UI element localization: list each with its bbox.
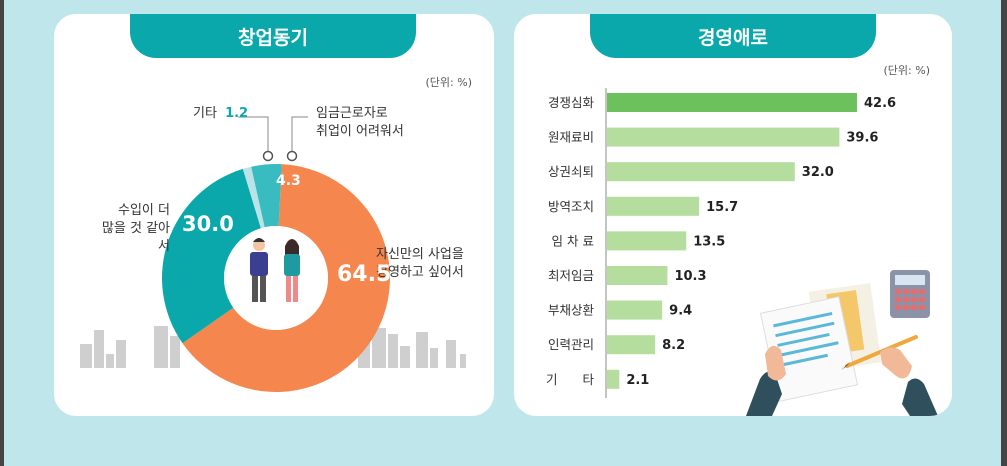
window-edge-left: [0, 0, 4, 466]
bar: [607, 266, 668, 285]
label-leader-lines: [238, 116, 308, 162]
bar: [607, 93, 857, 112]
bar-category-label: 기 타: [546, 372, 595, 387]
bar: [607, 231, 687, 251]
bar-category-label: 부채상환: [548, 303, 595, 318]
slice-more-income: [161, 168, 261, 344]
city-skyline-illustration: [80, 326, 466, 368]
bar: [607, 196, 700, 216]
bar-category-label: 상권쇠퇴: [548, 164, 594, 179]
difficulties-unit: (단위: %): [883, 64, 930, 77]
slice-value-employment: 4.3: [276, 173, 301, 189]
slice-label-own-business: 자신만의 사업을 경영하고 싶어서: [376, 247, 464, 280]
document-icon: [759, 283, 882, 402]
slice-value-more-income: 30.0: [182, 212, 234, 236]
bar-value-label: 13.5: [693, 234, 725, 249]
slice-own-business: [182, 164, 390, 393]
leader-other: [238, 116, 269, 156]
bar-value-label: 42.6: [864, 96, 896, 111]
bar-value-label: 2.1: [626, 373, 649, 388]
slice-value-other: 1.2: [225, 106, 249, 121]
slice-label-more-income: 수입이 더 많을 것 같아서: [101, 203, 170, 254]
calculator-icon: [890, 270, 930, 318]
hands-illustration: [746, 345, 938, 416]
slice-label-employment: 임금근로자로 취업이 어려워서: [316, 106, 404, 139]
bar-category-label: 최저임금: [548, 268, 594, 283]
bar: [607, 300, 663, 320]
bar-value-label: 39.6: [846, 131, 878, 146]
bar-category-label: 인력관리: [548, 337, 594, 352]
bar: [607, 369, 620, 389]
motivation-panel: 창업동기 (단위: %) 자신만의 사업을 경영하고 싶어서 수입이 더 많을 …: [54, 14, 494, 416]
bar-value-label: 10.3: [674, 269, 706, 284]
window-edge-right: [1001, 0, 1007, 466]
donut-chart: [80, 116, 466, 393]
bar-value-label: 15.7: [706, 200, 738, 215]
bar-value-label: 32.0: [802, 165, 834, 180]
paperwork-illustration: 경쟁심화 42.6 원재료비 39.6 상권쇠퇴 32.0 방역조치 15.7 임 차 료 13.…: [546, 88, 938, 416]
bar-category-label: 원재료비: [548, 130, 594, 145]
slice-employment: [251, 164, 282, 228]
leader-dot-employment: [286, 150, 298, 162]
slice-other: [242, 166, 265, 229]
motivation-unit: (단위: %): [425, 76, 472, 89]
people-illustration: [250, 238, 300, 302]
bar-value-label: 8.2: [662, 338, 685, 353]
bar: [607, 335, 656, 355]
bar-value-label: 9.4: [669, 304, 692, 319]
motivation-title: 창업동기: [130, 14, 416, 58]
leader-dot-other: [262, 150, 274, 162]
bar-category-label: 방역조치: [548, 199, 594, 214]
donut-hole: [224, 226, 328, 330]
difficulties-panel: 경영애로 (단위: %): [514, 14, 952, 416]
difficulties-title: 경영애로: [590, 14, 876, 58]
bar: [607, 127, 840, 147]
slice-value-own-business: 64.5: [337, 262, 392, 287]
bar: [607, 162, 795, 182]
leader-employment: [291, 116, 308, 156]
bar-category-label: 임 차 료: [552, 233, 594, 248]
slice-label-other: 기타 1.2: [193, 106, 249, 121]
bar-category-label: 경쟁심화: [548, 95, 595, 110]
